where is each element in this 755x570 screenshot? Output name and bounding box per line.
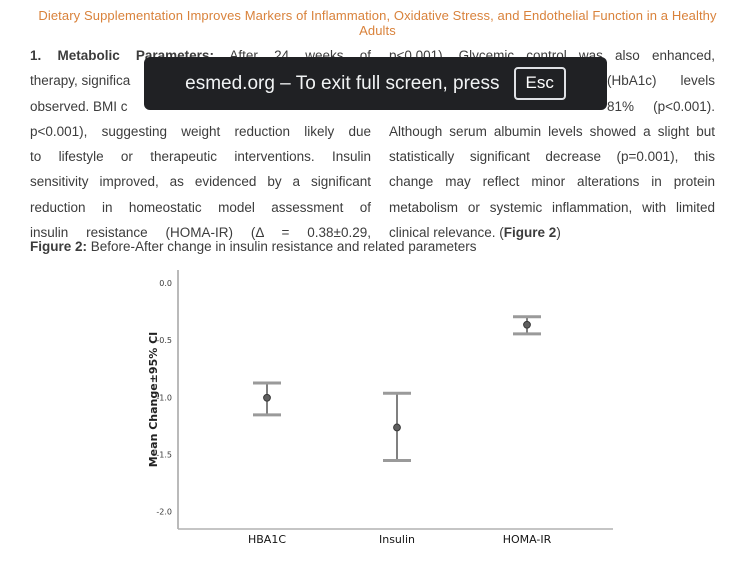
article-right-column: p<0.001). Glycemic control was also enha… <box>389 43 715 245</box>
article-line: Although serum albumin levels showed a s… <box>389 119 715 144</box>
y-tick-label: -1.5 <box>156 450 172 459</box>
mean-point-marker <box>523 320 531 329</box>
article-line: p<0.001), suggesting weight reduction li… <box>30 119 371 144</box>
article-line: statistically significant decrease (p=0.… <box>389 144 715 169</box>
line-text: statistically significant decrease (p=0.… <box>389 149 715 165</box>
article-line: clinical relevance. (Figure 2) <box>389 220 715 245</box>
mean-point-marker <box>263 393 271 402</box>
article-line: change may reflect minor alterations in … <box>389 169 715 194</box>
line-text: observed. BMI c <box>30 98 128 114</box>
chart-svg: 0.0 -0.5 -1.0 -1.5 -2.0 Mean Change±95% CI HBA… <box>147 270 613 546</box>
article-line: reduction in homeostatic model assessmen… <box>30 195 371 220</box>
line-text: insulin resistance (HOMA-IR) (Δ = 0.38±0… <box>30 225 371 241</box>
article-line: metabolism or systemic inflammation, wit… <box>389 195 715 220</box>
article-line: sensitivity improved, as evidenced by a … <box>30 169 371 194</box>
article-line: 81% (p<0.001). <box>607 94 715 119</box>
line-text: to lifestyle or therapeutic intervention… <box>30 149 371 165</box>
line-text: change may reflect minor alterations in … <box>389 174 715 190</box>
x-category-label: HOMA-IR <box>503 533 552 546</box>
paper-title: Dietary Supplementation Improves Markers… <box>38 8 717 38</box>
x-category-label: Insulin <box>379 533 415 546</box>
x-category-label: HBA1C <box>248 533 286 546</box>
article-left-column: 1. Metabolic Parameters: After 24 weeks … <box>30 43 371 245</box>
y-tick-label: -2.0 <box>156 507 172 516</box>
article-line: observed. BMI c <box>30 94 371 119</box>
line-text: 81% <box>607 98 635 114</box>
figure-caption-text: Before-After change in insulin resistanc… <box>87 239 477 254</box>
figure-caption: Figure 2: Before-After change in insulin… <box>30 239 476 254</box>
line-text: (HbA1c) <box>607 73 657 89</box>
line-text: levels <box>680 73 715 89</box>
line-text: metabolism or systemic inflammation, wit… <box>389 199 715 215</box>
figure-caption-label: Figure 2: <box>30 239 88 254</box>
y-tick-label: -0.5 <box>156 336 172 345</box>
mean-point-marker <box>393 423 401 432</box>
line-text: (p<0.001). <box>653 98 715 114</box>
y-axis-label: Mean Change±95% CI <box>147 332 160 468</box>
y-tick-label: -1.0 <box>156 393 172 402</box>
toast-message: esmed.org – To exit full screen, press <box>185 72 500 94</box>
article-line: therapy, significa <box>30 68 371 93</box>
line-text: ) <box>556 225 561 241</box>
line-text: therapy, significa <box>30 73 131 89</box>
figure2-errorbar-chart: 0.0 -0.5 -1.0 -1.5 -2.0 Mean Change±95% CI HBA… <box>130 265 650 565</box>
line-text: p<0.001), suggesting weight reduction li… <box>30 123 371 139</box>
article-line: to lifestyle or therapeutic intervention… <box>30 144 371 169</box>
line-text: Although serum albumin levels showed a s… <box>389 123 715 139</box>
fullscreen-exit-toast: esmed.org – To exit full screen, press E… <box>144 57 607 110</box>
line-text: sensitivity improved, as evidenced by a … <box>30 174 371 190</box>
esc-key: Esc <box>513 66 566 101</box>
line-text: clinical relevance. ( <box>389 225 504 241</box>
line-text: reduction in homeostatic model assessmen… <box>30 199 371 215</box>
article-line: (HbA1c) levels <box>607 68 715 93</box>
line-bold-text: Figure 2 <box>503 225 557 241</box>
y-tick-label: 0.0 <box>159 279 172 288</box>
article-line: insulin resistance (HOMA-IR) (Δ = 0.38±0… <box>30 220 371 245</box>
